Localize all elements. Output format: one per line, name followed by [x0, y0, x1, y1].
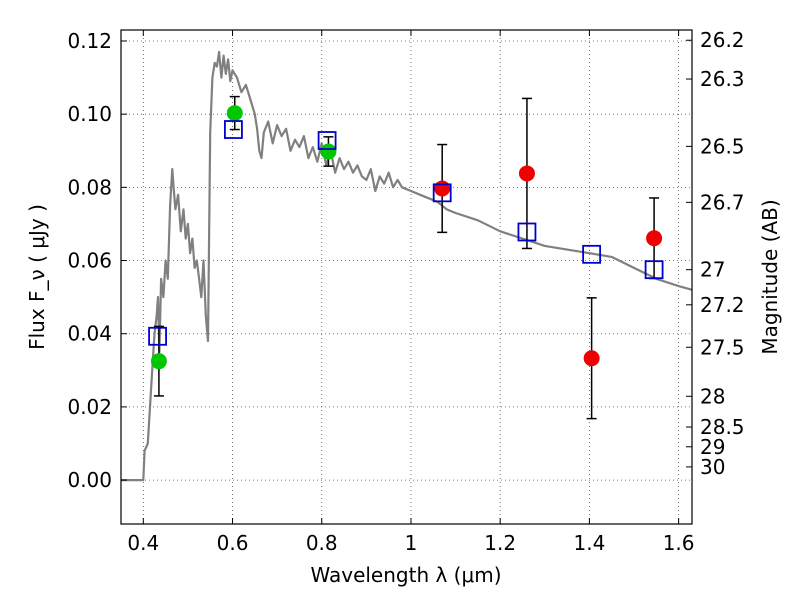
data-point: [518, 165, 535, 182]
y2-tick-label: 29: [700, 435, 725, 459]
x-axis-title: Wavelength λ (μm): [310, 563, 501, 587]
y2-tick-label: 27: [700, 258, 725, 282]
data-point: [150, 353, 167, 370]
y-tick-label: 0.04: [67, 322, 112, 346]
model-point: [317, 131, 337, 150]
grid-lines: [121, 30, 692, 524]
plot-frame: [120, 29, 693, 525]
model-point: [224, 120, 243, 139]
y2-tick-label: 30: [700, 455, 725, 479]
model-point: [582, 244, 602, 264]
model-point: [517, 222, 537, 242]
x-tick-label: 0.6: [217, 531, 249, 555]
y2-tick-label: 27.2: [700, 293, 745, 317]
data-point: [434, 180, 451, 197]
y2-tick-label: 26.3: [700, 67, 745, 91]
x-tick-label: 1: [405, 531, 418, 555]
y2-tick-label: 26.5: [700, 134, 745, 158]
y2-axis-title: Magnitude (AB): [758, 199, 782, 354]
data-points-layer: [148, 105, 664, 370]
model-spectrum-layer: [121, 50, 693, 482]
y2-tick-label: 28: [700, 384, 725, 408]
y2-tick-label: 26.2: [700, 28, 745, 52]
model-spectrum-line: [121, 50, 693, 482]
axis-ticks: 0.4 0.6 0.8 1 1.2 1.4 1.6 0.00 0.02 0.04 0.06 0.08 0…: [67, 28, 744, 555]
y-tick-label: 0.02: [67, 395, 112, 419]
y-tick-label: 0.00: [67, 468, 112, 492]
data-point: [226, 105, 243, 122]
data-point: [583, 350, 600, 367]
y-tick-label: 0.08: [67, 175, 112, 199]
x-tick-label: 1.6: [663, 531, 695, 555]
y2-tick-label: 28.5: [700, 415, 745, 439]
data-point: [646, 230, 663, 247]
x-tick-label: 0.8: [306, 531, 338, 555]
x-tick-label: 1.2: [484, 531, 516, 555]
y2-tick-label: 26.7: [700, 190, 745, 214]
x-tick-label: 0.4: [127, 531, 159, 555]
model-point: [148, 326, 167, 346]
x-tick-label: 1.4: [573, 531, 605, 555]
data-point: [320, 143, 337, 160]
model-point: [432, 183, 452, 203]
y-tick-label: 0.10: [67, 102, 112, 126]
y2-tick-label: 27.5: [700, 335, 745, 359]
y-tick-label: 0.06: [67, 249, 112, 273]
model-point: [644, 260, 664, 280]
y-axis-title: Flux F_ν ( μJy ): [25, 204, 49, 350]
y-tick-label: 0.12: [67, 29, 112, 53]
